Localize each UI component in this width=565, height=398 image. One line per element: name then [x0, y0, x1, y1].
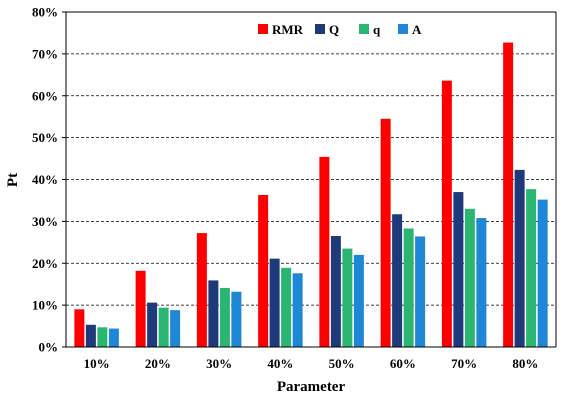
y-tick-label: 0% — [39, 340, 59, 355]
bar-rmr-50pct — [319, 156, 330, 347]
y-ticks: 0% 10% 20% 30% 40% 50% 60% 70% 80% — [32, 5, 66, 355]
bar-q-50pct — [342, 248, 353, 347]
bar-a-50pct — [353, 254, 364, 347]
bar-rmr-10pct — [74, 309, 85, 347]
y-tick-label: 10% — [32, 298, 58, 313]
bar-a-60pct — [415, 236, 426, 347]
legend-swatch-rmr — [258, 24, 268, 34]
y-tick-label: 20% — [32, 256, 58, 271]
y-tick-label: 80% — [32, 5, 58, 20]
legend-label-rmr: RMR — [272, 22, 304, 37]
bar-rmr-60pct — [380, 118, 391, 347]
bar-q-70pct — [464, 208, 475, 347]
legend-label-q: Q — [329, 22, 339, 37]
bar-q-50pct — [330, 236, 341, 347]
bar-a-70pct — [476, 218, 487, 347]
x-tick-label: 40% — [267, 356, 293, 371]
bar-rmr-30pct — [196, 233, 207, 347]
x-tick-label: 60% — [390, 356, 416, 371]
bar-q-70pct — [453, 192, 464, 347]
bar-a-10pct — [108, 328, 119, 347]
bar-q-30pct — [208, 280, 219, 347]
bar-rmr-80pct — [503, 42, 514, 347]
legend-swatch-a — [398, 24, 408, 34]
y-tick-label: 40% — [32, 172, 58, 187]
bars — [74, 42, 548, 348]
y-tick-label: 30% — [32, 214, 58, 229]
bar-q-20pct — [158, 307, 169, 347]
bar-q-30pct — [219, 287, 230, 347]
bar-a-20pct — [170, 310, 181, 347]
legend-label-q: q — [373, 22, 381, 37]
bar-q-10pct — [97, 327, 108, 347]
y-tick-label: 60% — [32, 88, 58, 103]
bar-q-80pct — [526, 189, 537, 347]
x-tick-label: 70% — [451, 356, 477, 371]
y-tick-label: 70% — [32, 46, 58, 61]
x-ticks: 10% 20% 30% 40% 50% 60% 70% 80% — [84, 356, 539, 371]
bar-a-80pct — [537, 199, 548, 347]
bar-rmr-40pct — [258, 194, 269, 347]
y-tick-label: 50% — [32, 130, 58, 145]
x-tick-label: 80% — [512, 356, 538, 371]
bar-q-80pct — [514, 169, 525, 347]
bar-q-40pct — [269, 258, 280, 347]
bar-rmr-70pct — [441, 80, 452, 348]
bar-q-60pct — [392, 214, 403, 347]
x-tick-label: 50% — [329, 356, 355, 371]
legend-label-a: A — [412, 22, 422, 37]
x-axis-label: Parameter — [277, 379, 346, 395]
legend-swatch-q — [315, 24, 325, 34]
bar-rmr-20pct — [135, 270, 146, 347]
x-tick-label: 20% — [145, 356, 171, 371]
bar-q-20pct — [147, 302, 158, 347]
x-tick-label: 30% — [206, 356, 232, 371]
x-tick-label: 10% — [84, 356, 110, 371]
y-axis-label: Pt — [5, 173, 21, 187]
legend-swatch-q — [359, 24, 369, 34]
bar-a-30pct — [231, 291, 242, 347]
gridlines — [66, 53, 556, 306]
bar-q-60pct — [403, 228, 414, 347]
bar-q-10pct — [85, 324, 96, 347]
bar-q-40pct — [281, 267, 292, 347]
bar-a-40pct — [292, 273, 303, 347]
